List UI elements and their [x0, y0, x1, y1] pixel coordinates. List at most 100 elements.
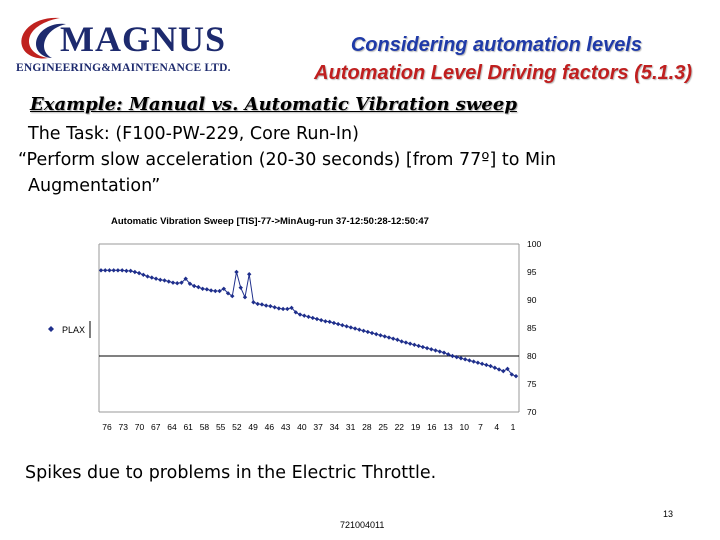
data-point: [450, 353, 455, 359]
x-tick-label: 25: [378, 422, 388, 432]
data-point: [505, 366, 510, 372]
data-point: [111, 268, 116, 273]
x-tick-label: 67: [151, 422, 161, 432]
data-point: [170, 280, 176, 285]
data-point: [179, 280, 184, 285]
data-point: [416, 343, 421, 349]
logo-swoosh-icon: [21, 17, 66, 59]
x-tick-label: 10: [460, 422, 470, 432]
data-point: [285, 306, 290, 312]
data-point: [369, 330, 375, 336]
data-point: [340, 323, 345, 328]
data-point: [103, 268, 108, 273]
data-point: [238, 285, 243, 290]
data-point: [306, 314, 311, 319]
x-tick-label: 7: [478, 422, 483, 432]
data-point: [268, 303, 273, 309]
x-tick-label: 19: [411, 422, 421, 432]
document-number: 721004011: [340, 520, 385, 530]
data-point: [352, 326, 358, 331]
x-tick-label: 52: [232, 422, 242, 432]
x-tick-label: 13: [443, 422, 453, 432]
data-point: [399, 339, 404, 344]
data-point: [251, 300, 256, 305]
data-point: [204, 287, 210, 292]
data-point: [361, 328, 366, 333]
data-point: [191, 283, 197, 289]
data-point: [200, 286, 205, 291]
slide-title: Considering automation levels: [350, 34, 642, 56]
plot-area: [99, 244, 519, 412]
legend-label: PLAX: [62, 325, 85, 335]
data-point: [471, 359, 476, 364]
x-tick-label: 46: [265, 422, 275, 432]
data-point: [319, 317, 324, 323]
data-point: [454, 354, 459, 360]
data-point: [225, 291, 231, 296]
data-point: [488, 363, 493, 369]
x-tick-label: 43: [281, 422, 291, 432]
x-tick-label: 37: [313, 422, 323, 432]
data-point: [234, 269, 239, 275]
data-point: [242, 295, 248, 300]
data-point: [433, 348, 438, 353]
data-point: [492, 365, 498, 370]
data-point: [437, 349, 442, 354]
data-point: [484, 362, 489, 368]
data-point: [496, 367, 502, 372]
chart-svg: Automatic Vibration Sweep [TIS]-77->MinA…: [35, 216, 550, 443]
x-tick-label: 34: [330, 422, 340, 432]
x-tick-label: 16: [427, 422, 437, 432]
data-point: [513, 373, 519, 379]
x-tick-label: 28: [362, 422, 372, 432]
data-point: [208, 288, 214, 293]
data-point: [297, 312, 303, 317]
data-point: [509, 372, 514, 377]
data-point: [183, 276, 188, 281]
data-point: [327, 319, 332, 325]
data-point: [395, 337, 400, 342]
x-tick-label: 58: [200, 422, 210, 432]
x-tick-label: 73: [119, 422, 129, 432]
data-point: [213, 288, 218, 294]
data-point: [323, 319, 328, 324]
y-tick-label: 80: [527, 351, 537, 361]
data-point: [166, 279, 171, 284]
task-line-1: The Task: (F100-PW-229, Core Run-In): [28, 124, 359, 144]
data-point: [501, 368, 506, 374]
y-tick-label: 95: [527, 267, 537, 277]
data-point: [158, 277, 163, 283]
data-point: [310, 315, 315, 321]
data-point: [420, 344, 426, 350]
x-tick-label: 40: [297, 422, 307, 432]
company-logo: MAGNUS ENGINEERING&MAINTENANCE LTD.: [14, 14, 244, 80]
x-tick-label: 22: [395, 422, 405, 432]
slide-caption: Spikes due to problems in the Electric T…: [25, 463, 437, 483]
data-point: [348, 325, 354, 330]
page-number: 13: [663, 509, 674, 519]
data-point: [293, 310, 298, 315]
data-point: [412, 342, 417, 347]
data-point: [403, 340, 409, 345]
data-point: [365, 329, 370, 335]
x-tick-label: 1: [511, 422, 516, 432]
data-point: [247, 272, 252, 277]
data-point: [196, 284, 201, 290]
slide-subtitle: Automation Level Driving factors (5.1.3): [314, 62, 692, 84]
data-point: [153, 276, 159, 281]
y-tick-labels: 70 75 80 85 90 95 100: [527, 239, 541, 417]
data-point: [162, 278, 167, 283]
data-point: [289, 305, 294, 311]
x-tick-label: 76: [102, 422, 112, 432]
data-point: [280, 306, 286, 312]
x-tick-label: 49: [248, 422, 258, 432]
y-tick-label: 75: [527, 379, 537, 389]
data-point: [357, 327, 362, 332]
y-tick-label: 70: [527, 407, 537, 417]
data-point: [175, 281, 180, 286]
x-tick-label: 55: [216, 422, 226, 432]
data-point: [374, 331, 379, 337]
data-point: [221, 286, 227, 291]
data-point: [217, 288, 222, 294]
data-point: [390, 336, 396, 341]
